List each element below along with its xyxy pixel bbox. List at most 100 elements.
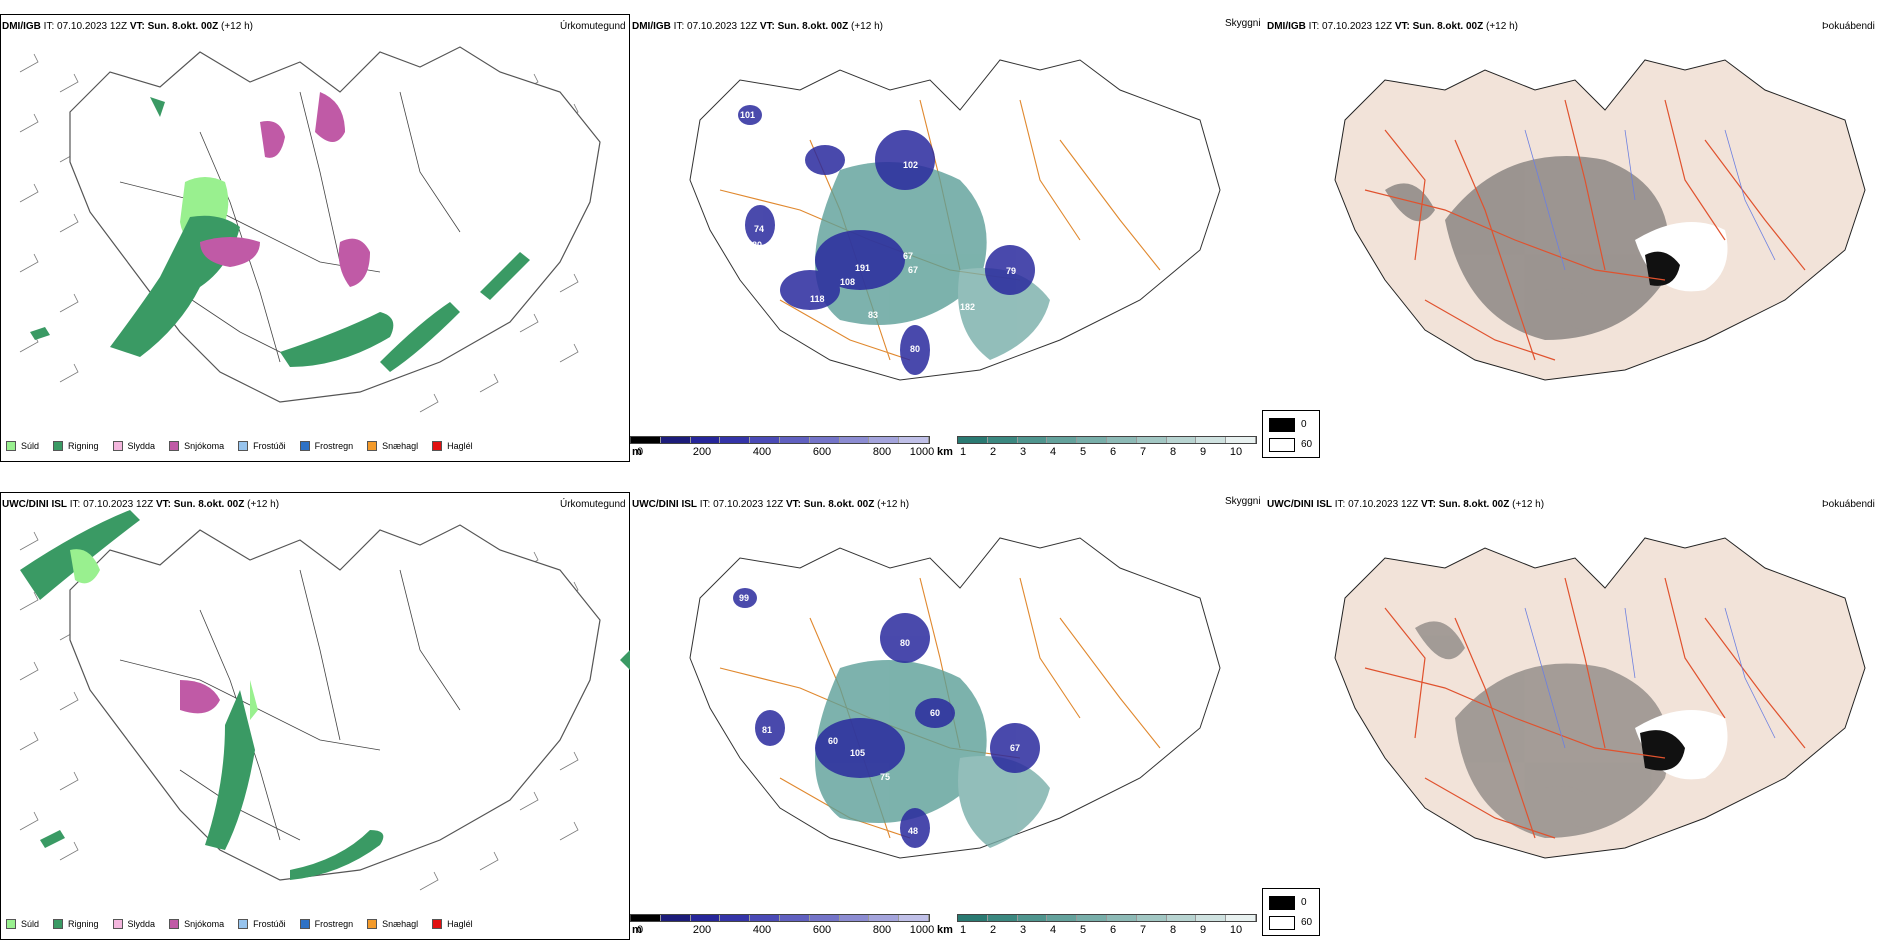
visibility-unit: km [937, 446, 953, 458]
cloud-number: 48 [908, 826, 918, 836]
legend-swatch [112, 919, 123, 929]
dark-fog-core [1645, 251, 1680, 286]
precip-map[interactable] [0, 510, 630, 910]
legend-item: Snæhagl [367, 441, 418, 451]
fog-legend-swatch [1269, 418, 1295, 432]
precip-map[interactable] [0, 32, 630, 432]
cloud-number: 74 [754, 224, 764, 234]
legend-item: Snæhagl [367, 919, 418, 929]
cloud-base-labels: 101 74 80 191 108 67 67 79 118 83 182 80… [740, 110, 1016, 354]
fog-legend-swatch [1269, 916, 1295, 930]
fog-legend: 0 60 [1262, 410, 1320, 458]
precip-areas [20, 510, 630, 880]
legend-item: Slydda [112, 919, 155, 929]
legend-item: Haglél [432, 919, 473, 929]
legend-swatch [238, 441, 249, 451]
legend-swatch [6, 919, 16, 929]
row-uwc: UWC/DINI ISL IT: 07.10.2023 12Z VT: Sun.… [0, 478, 1900, 948]
fog-map-title: UWC/DINI ISL IT: 07.10.2023 12Z VT: Sun.… [1267, 499, 1545, 510]
model-name: UWC/DINI ISL [2, 499, 67, 510]
precip-legend: Súld Rigning Slydda Snjókoma Frostúði Fr… [6, 919, 487, 929]
legend-swatch [6, 441, 16, 451]
legend-swatch [169, 919, 180, 929]
fog-map[interactable] [1305, 40, 1866, 420]
cloud-number: 80 [752, 240, 762, 250]
visibility-label: Skyggni [1225, 496, 1261, 507]
fog-map-title: DMI/IGB IT: 07.10.2023 12Z VT: Sun. 8.ok… [1267, 21, 1518, 32]
cloud-map-title: DMI/IGB IT: 07.10.2023 12Z VT: Sun. 8.ok… [632, 21, 883, 32]
fog-legend-swatch [1269, 438, 1295, 452]
legend-item: Snjókoma [169, 441, 224, 451]
cloud-number: 81 [762, 725, 772, 735]
legend-swatch [367, 441, 378, 451]
precip-legend: Súld Rigning Slydda Snjókoma Frostúði Fr… [6, 441, 487, 451]
legend-item: Haglél [432, 441, 473, 451]
legend-item: Frostregn [299, 919, 353, 929]
cloud-number: 75 [880, 772, 890, 782]
precip-map-frame [0, 492, 630, 940]
rivers [1524, 607, 1776, 749]
legend-swatch [112, 441, 123, 451]
cloud-number: 182 [960, 302, 975, 312]
cloud-number: 99 [739, 593, 749, 603]
precip-map-title: DMI/IGB IT: 07.10.2023 12Z VT: Sun. 8.ok… [2, 21, 253, 32]
cloud-areas [733, 588, 1040, 848]
cloud-map[interactable]: 99 81 128 60 105 60 67 75 48 80 [660, 518, 1221, 898]
cloud-number: 67 [1010, 743, 1020, 753]
legend-item: Súld [6, 441, 39, 451]
fog-map[interactable] [1305, 518, 1866, 898]
cloud-number: 108 [840, 277, 855, 287]
fog-legend-low: 0 [1301, 897, 1307, 908]
fog-legend-high: 60 [1301, 439, 1313, 450]
cloud-number: 60 [828, 736, 838, 746]
cloud-areas [738, 105, 1035, 375]
cloud-number: 101 [740, 110, 755, 120]
cloud-number: 67 [903, 251, 913, 261]
cloud-map-title: UWC/DINI ISL IT: 07.10.2023 12Z VT: Sun.… [632, 499, 910, 510]
fog-shading [1415, 621, 1669, 838]
fog-legend-high: 60 [1301, 917, 1313, 928]
fog-legend-swatch [1269, 896, 1295, 910]
cloud-number: 102 [903, 160, 918, 170]
visibility-colorbar [957, 914, 1257, 922]
legend-swatch [367, 919, 378, 929]
legend-swatch [299, 441, 310, 451]
legend-item: Slydda [112, 441, 155, 451]
row-dmi: DMI/IGB IT: 07.10.2023 12Z VT: Sun. 8.ok… [0, 0, 1900, 470]
visibility-unit: km [937, 924, 953, 936]
legend-item: Súld [6, 919, 39, 929]
fog-index-label: Þokuábendi [1822, 21, 1875, 32]
legend-item: Snjókoma [169, 919, 224, 929]
cloud-base-labels: 99 81 128 60 105 60 67 75 48 80 [739, 593, 1020, 836]
legend-swatch [53, 919, 64, 929]
legend-item: Frostregn [299, 441, 353, 451]
precip-areas [30, 92, 530, 372]
precip-type-label: Úrkomutegund [560, 21, 626, 32]
cloud-number: 79 [1006, 266, 1016, 276]
cloud-number: 191 [855, 263, 870, 273]
legend-swatch [299, 919, 310, 929]
legend-swatch [238, 919, 249, 929]
cloud-base-unit: m [632, 446, 642, 458]
legend-item: Rigning [53, 919, 99, 929]
precip-map-frame [0, 14, 630, 462]
model-name: DMI/IGB [2, 21, 41, 32]
dark-fog-core [1640, 730, 1685, 771]
cloud-number: 80 [900, 638, 910, 648]
legend-swatch [432, 441, 443, 451]
legend-item: Frostúði [238, 441, 286, 451]
precip-map-title: UWC/DINI ISL IT: 07.10.2023 12Z VT: Sun.… [2, 499, 280, 510]
cloud-map[interactable]: 101 74 80 191 108 67 67 79 118 83 182 80… [660, 40, 1221, 420]
cloud-base-colorbar [630, 436, 930, 444]
legend-item: Frostúði [238, 919, 286, 929]
iceland-outline [69, 524, 601, 881]
cloud-number: 128 [753, 750, 768, 760]
rivers [1524, 129, 1776, 271]
fog-legend: 0 60 [1262, 888, 1320, 936]
legend-swatch [432, 919, 443, 929]
fog-legend-low: 0 [1301, 419, 1307, 430]
fog-shading [1385, 156, 1669, 340]
roads [1364, 577, 1806, 839]
cloud-number: 118 [810, 294, 825, 304]
fog-index-label: Þokuábendi [1822, 499, 1875, 510]
